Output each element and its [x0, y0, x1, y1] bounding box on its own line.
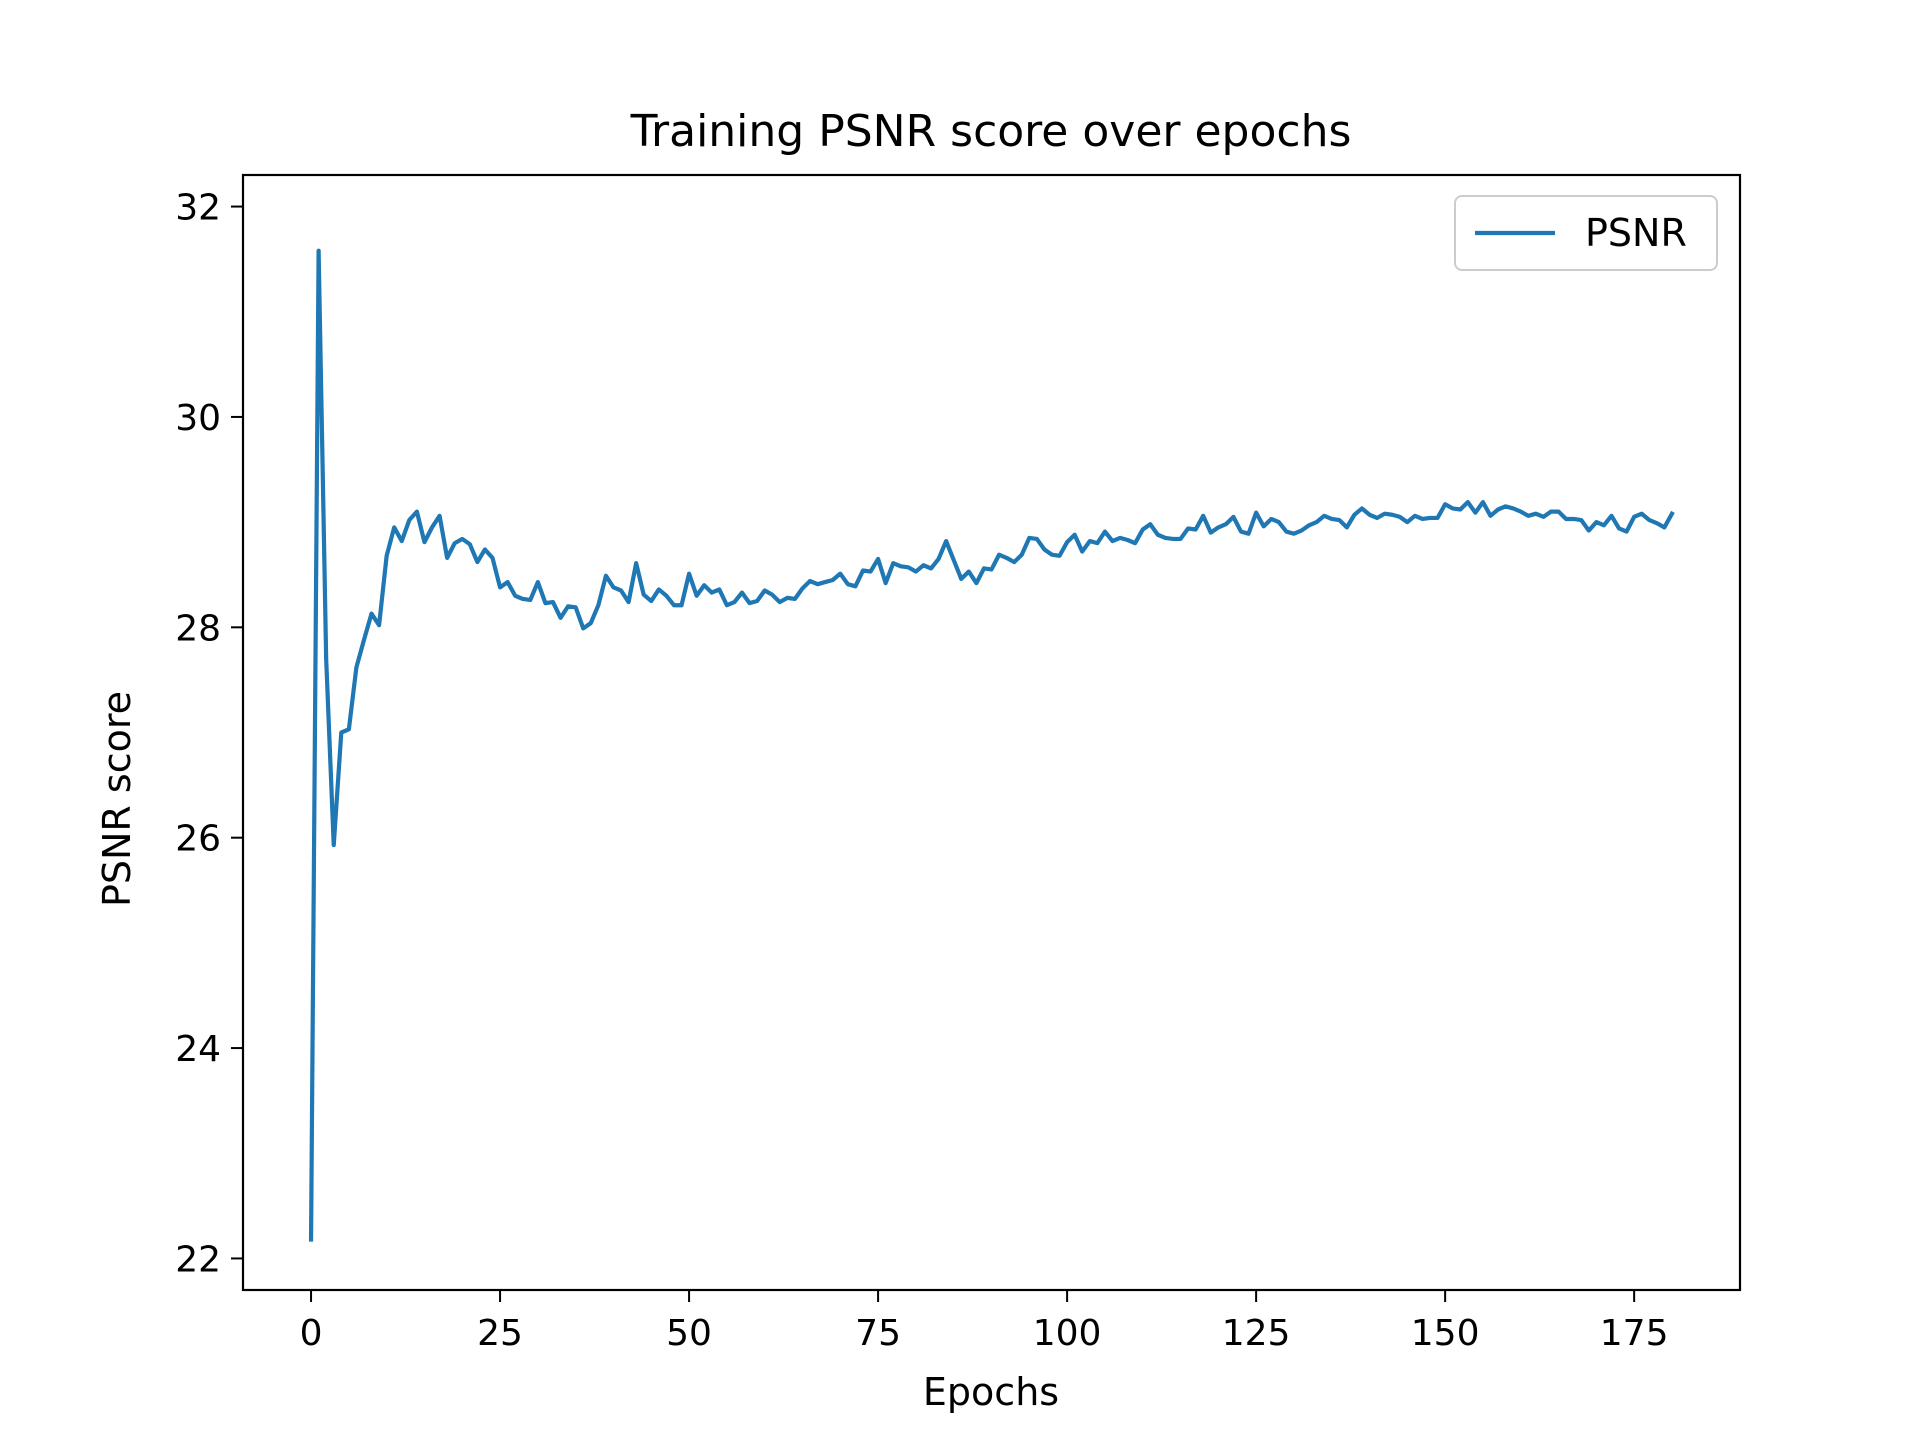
x-tick-label: 75 — [855, 1313, 901, 1354]
x-tick-label: 100 — [1033, 1313, 1102, 1354]
x-tick-label: 150 — [1411, 1313, 1480, 1354]
y-axis-ticks: 22 24 26 28 30 32 — [175, 188, 243, 1280]
legend-label: PSNR — [1585, 211, 1687, 255]
x-tick-label: 0 — [300, 1313, 323, 1354]
y-tick-label: 26 — [175, 819, 221, 860]
plot-frame — [241, 173, 1742, 1292]
plot-area — [241, 173, 1742, 1292]
x-tick-label: 25 — [477, 1313, 523, 1354]
y-tick-label: 28 — [175, 608, 221, 649]
legend: PSNR — [1454, 195, 1718, 271]
y-tick-label: 24 — [175, 1029, 221, 1070]
x-axis-ticks: 0 25 50 75 100 125 150 175 — [300, 1290, 1669, 1354]
x-tick-label: 50 — [666, 1313, 712, 1354]
x-axis-label: Epochs — [923, 1370, 1059, 1414]
chart-title: Training PSNR score over epochs — [630, 106, 1352, 157]
y-tick-label: 32 — [175, 188, 221, 229]
plot-background — [243, 175, 1740, 1290]
legend-box — [1454, 195, 1718, 271]
y-tick-label: 30 — [175, 398, 221, 439]
series-line-psnr — [308, 248, 1675, 1242]
y-tick-label: 22 — [175, 1239, 221, 1280]
y-axis-label: PSNR score — [95, 691, 139, 907]
x-tick-label: 175 — [1600, 1313, 1669, 1354]
x-tick-label: 125 — [1222, 1313, 1291, 1354]
